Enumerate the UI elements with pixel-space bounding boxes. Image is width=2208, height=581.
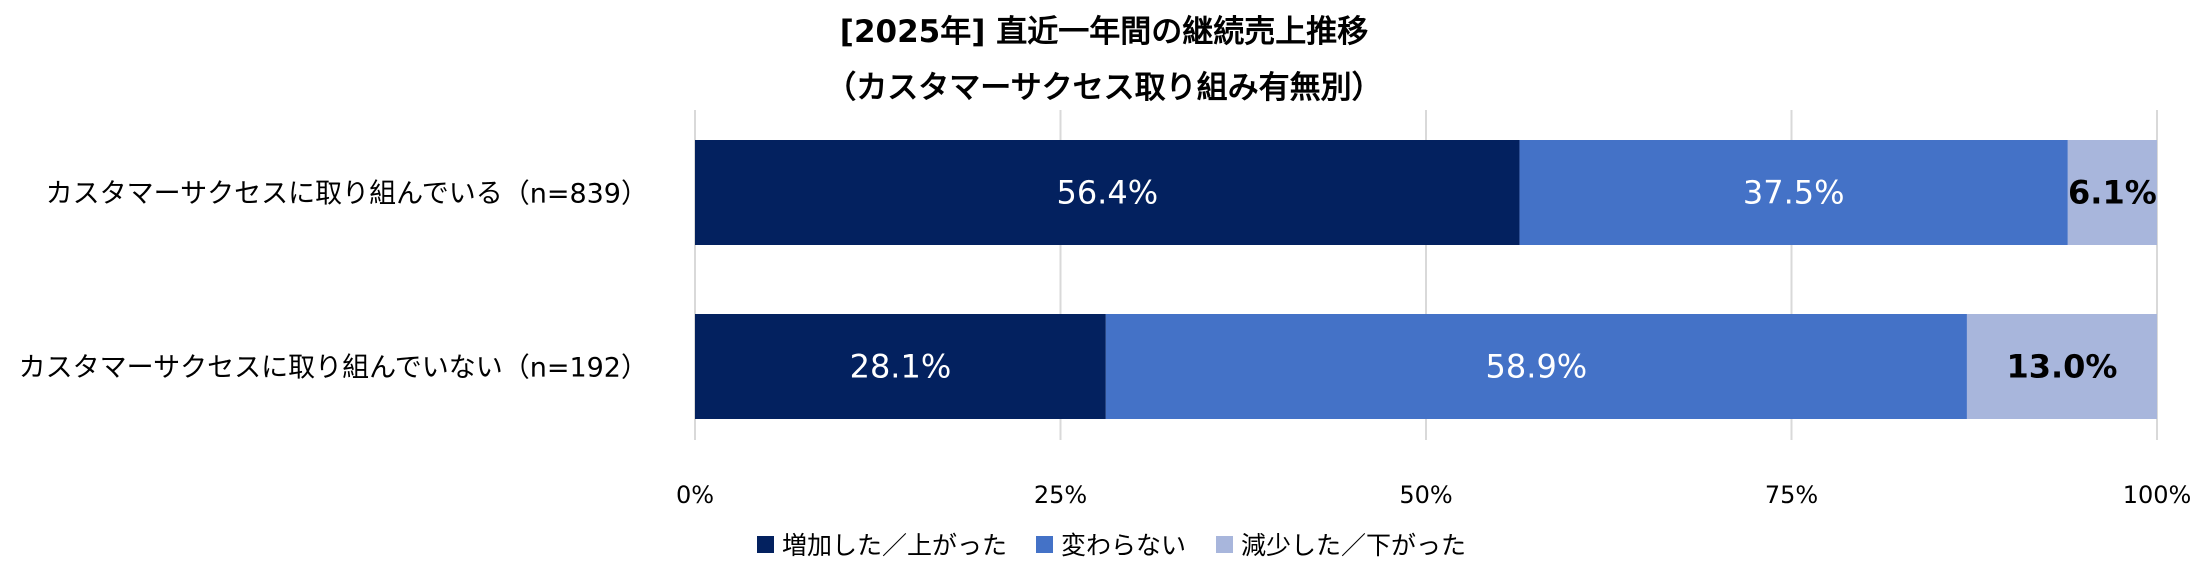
category-labels: カスタマーサクセスに取り組んでいる（n=839） カスタマーサクセスに取り組んでい… [19,179,648,384]
data-label: 58.9% [1486,348,1588,386]
x-tick-label: 25% [1034,481,1087,509]
x-axis-ticks: 0% 25% 50% 75% 100% [676,481,2191,509]
data-label: 13.0% [2006,348,2117,386]
bar-segment [1966,314,2157,419]
chart-subtitle: （カスタマーサクセス取り組み有無別） [825,70,1382,106]
category-label: カスタマーサクセスに取り組んでいない（n=192） [19,353,648,384]
legend-label: 変わらない [1061,531,1186,560]
bar-segment [695,140,1520,245]
data-label: 37.5% [1743,174,1845,212]
legend-swatch [1036,536,1053,553]
legend-label: 増加した／上がった [782,531,1007,560]
chart-title: [2025年] 直近一年間の継続売上推移 [840,14,1368,50]
data-label: 6.1% [2068,174,2157,212]
bars: 56.4% 37.5% 6.1% 28.1% 58.9% 13.0% [695,140,2157,419]
category-label: カスタマーサクセスに取り組んでいる（n=839） [46,179,648,210]
legend-label: 減少した／下がった [1241,531,1466,560]
x-tick-label: 50% [1399,481,1452,509]
legend: 増加した／上がった 変わらない 減少した／下がった [757,531,1466,560]
bar-segment [695,314,1106,419]
x-tick-label: 0% [676,481,714,509]
bar-segment [1105,314,1967,419]
data-label: 28.1% [850,348,952,386]
x-tick-label: 100% [2123,481,2192,509]
bar-segment [1519,140,2068,245]
legend-swatch [1216,536,1233,553]
legend-swatch [757,536,774,553]
data-label: 56.4% [1056,174,1158,212]
bar-segment [2067,140,2157,245]
x-tick-label: 75% [1765,481,1818,509]
